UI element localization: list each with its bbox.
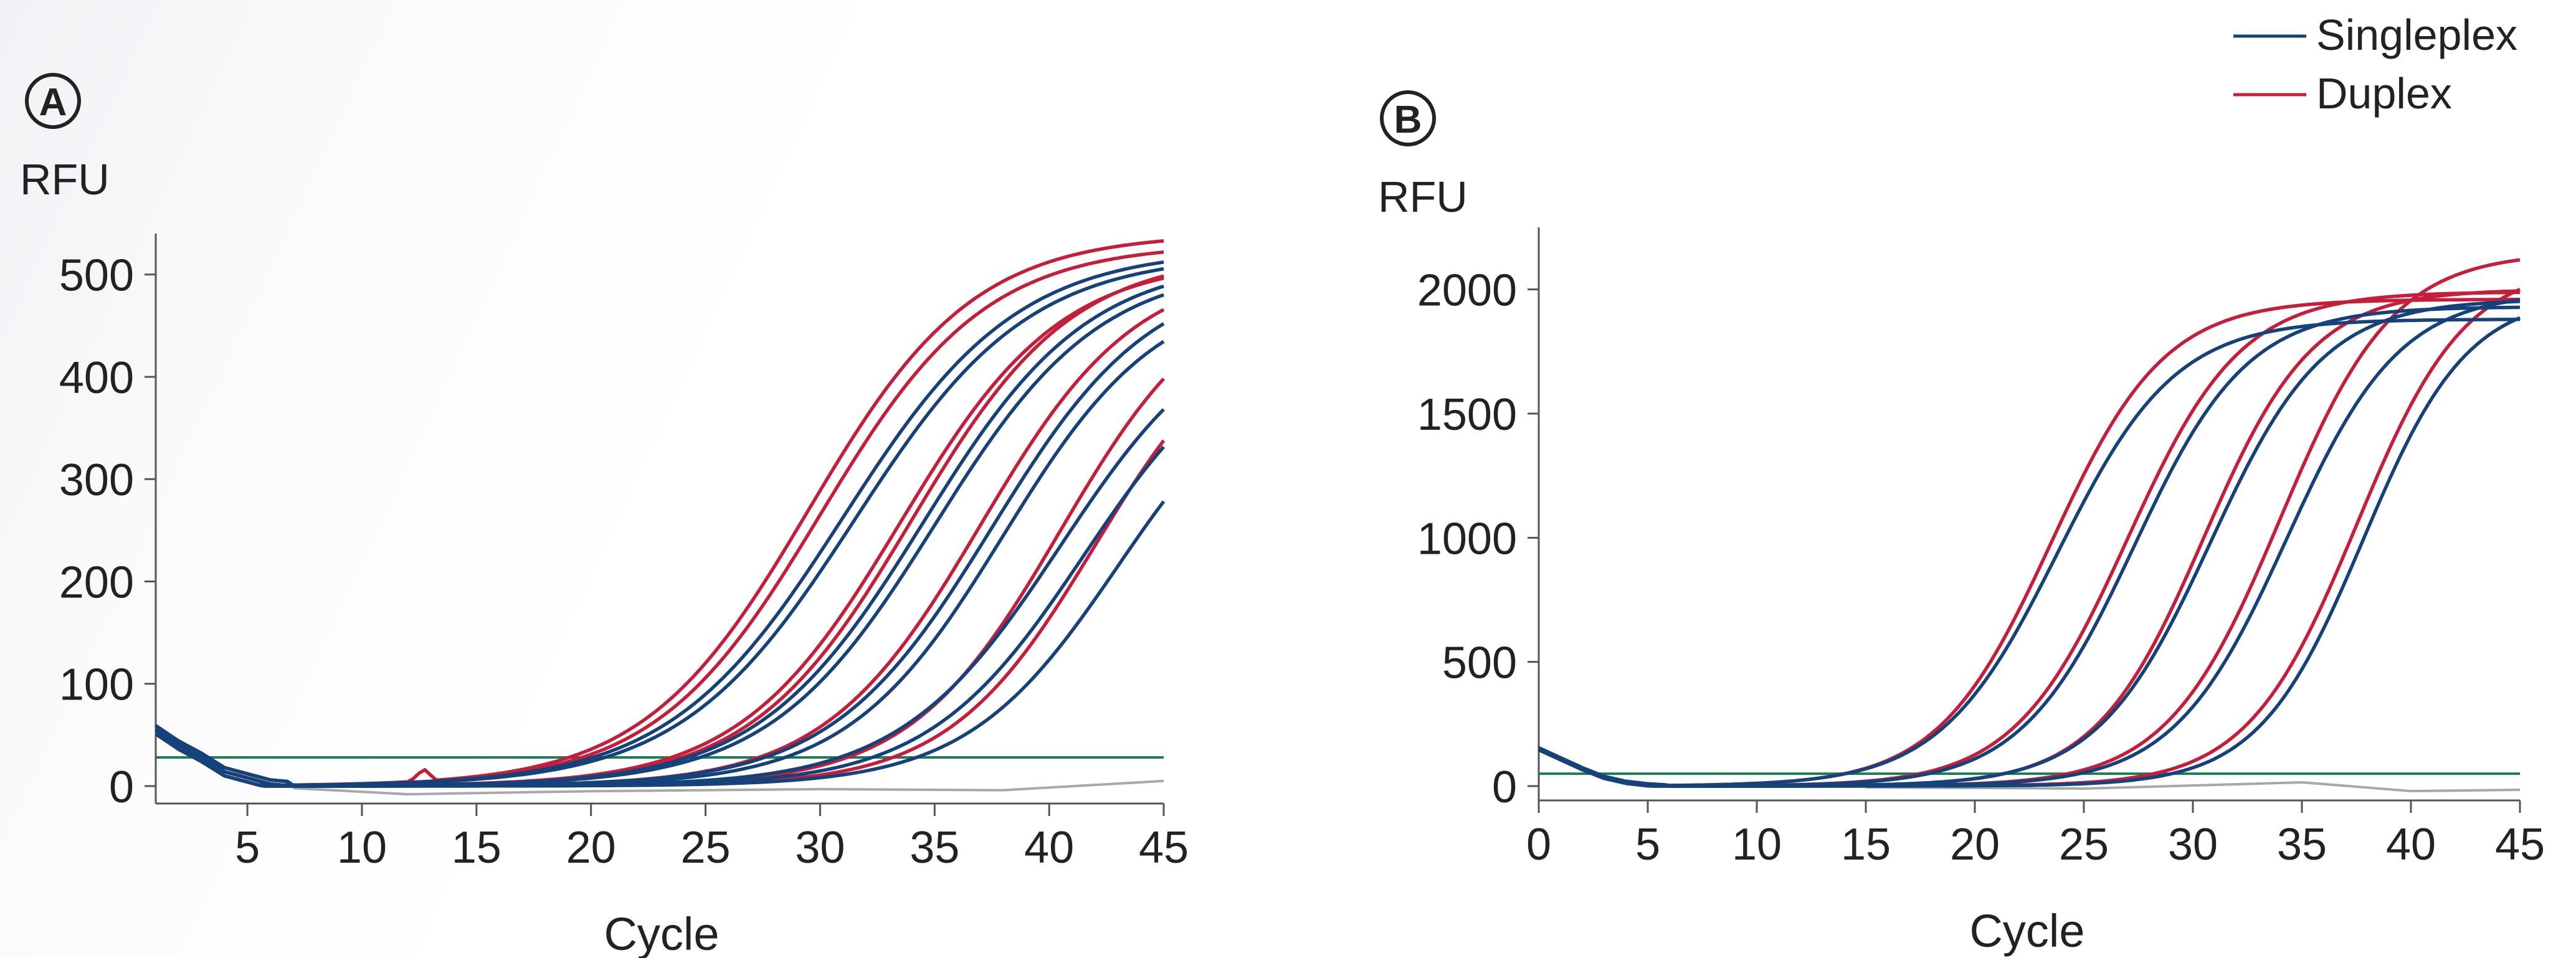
panel-a-x-axis: 5 10 15 20 25 30 35 40 45 xyxy=(156,802,1189,873)
panel-a-x-axis-label: Cycle xyxy=(604,908,719,958)
panel-b-amplification-curve xyxy=(1538,290,2521,788)
panel-b-amplification-curve xyxy=(1538,318,2520,787)
panel-a-y-tick-label: 0 xyxy=(109,762,134,812)
panel-a-amplification-curve xyxy=(154,377,1166,788)
panel-b-amplification-curve xyxy=(1538,316,2521,788)
panel-a-amplification-curve xyxy=(154,293,1164,788)
panel-b-y-tick-label: 1500 xyxy=(1417,390,1517,440)
panel-a-x-tick-label: 45 xyxy=(1139,823,1189,873)
panel-a-x-tick-label: 25 xyxy=(680,823,730,873)
panel-b-x-tick-label: 25 xyxy=(2059,820,2109,870)
panel-b-x-tick-label: 45 xyxy=(2495,820,2545,870)
panel-a-amplification-curve xyxy=(154,500,1166,788)
panel-a-y-tick-label: 200 xyxy=(59,557,134,607)
panel-b-y-tick-label: 2000 xyxy=(1417,266,1517,316)
panel-a-y-tick-label: 300 xyxy=(59,455,134,505)
panel-b-x-tick-label: 5 xyxy=(1635,820,1660,870)
panel-a: A RFU Cycle 0 100 200 300 400 500 5 10 15 20 25 30… xyxy=(20,73,1189,958)
panel-a-x-tick-label: 5 xyxy=(235,823,260,873)
panel-a-y-axis: 0 100 200 300 400 500 xyxy=(59,234,157,812)
panel-a-x-tick-label: 20 xyxy=(566,823,616,873)
panel-b-x-tick-label: 40 xyxy=(2386,820,2436,870)
panel-b-y-tick-label: 500 xyxy=(1442,638,1517,688)
panel-a-x-tick-label: 40 xyxy=(1024,823,1074,873)
panel-b-plot-area xyxy=(1538,258,2521,793)
panel-b-x-tick-label: 10 xyxy=(1732,820,1782,870)
panel-a-badge: A xyxy=(25,73,81,129)
panel-a-amplification-curve xyxy=(154,239,1164,787)
panel-b: B RFU Cycle 0 500 1000 1500 2000 0 5 10 15 20 25 3… xyxy=(1378,90,2545,957)
panel-a-label: A xyxy=(39,81,67,124)
panel-a-y-tick-label: 500 xyxy=(59,251,134,301)
panel-a-amplification-curve xyxy=(154,308,1165,788)
legend: Singleplex Duplex xyxy=(2233,11,2517,118)
panel-b-x-tick-label: 15 xyxy=(1841,820,1891,870)
panel-b-y-tick-label: 1000 xyxy=(1417,514,1517,564)
panel-b-x-tick-label: 35 xyxy=(2277,820,2327,870)
panel-a-x-tick-label: 35 xyxy=(910,823,959,873)
panel-b-x-axis: 0 5 10 15 20 25 30 35 40 45 xyxy=(1526,799,2545,870)
panel-b-y-axis: 0 500 1000 1500 2000 xyxy=(1417,227,1540,812)
panel-b-baseline-trace xyxy=(1865,780,2521,793)
panel-a-y-axis-label: RFU xyxy=(20,155,110,204)
panel-b-x-axis-label: Cycle xyxy=(1969,905,2084,957)
panel-a-x-tick-label: 10 xyxy=(337,823,387,873)
panel-b-x-tick-label: 20 xyxy=(1950,820,2000,870)
panel-b-y-tick-label: 0 xyxy=(1492,762,1517,812)
panel-b-x-tick-label: 0 xyxy=(1526,820,1551,870)
panel-a-y-tick-label: 400 xyxy=(59,353,134,403)
panel-a-x-tick-label: 15 xyxy=(452,823,501,873)
panel-a-baseline-trace xyxy=(293,779,1164,796)
panel-a-x-tick-label: 30 xyxy=(795,823,845,873)
legend-label-singleplex: Singleplex xyxy=(2316,11,2517,59)
panel-b-amplification-curve xyxy=(1538,258,2521,788)
panel-b-x-tick-label: 30 xyxy=(2168,820,2218,870)
legend-label-duplex: Duplex xyxy=(2316,69,2452,118)
panel-a-y-tick-label: 100 xyxy=(59,660,134,710)
panel-b-y-axis-label: RFU xyxy=(1378,173,1468,221)
panel-a-plot-area xyxy=(154,239,1166,796)
panel-b-label: B xyxy=(1394,98,1422,141)
panel-b-badge: B xyxy=(1380,90,1436,146)
